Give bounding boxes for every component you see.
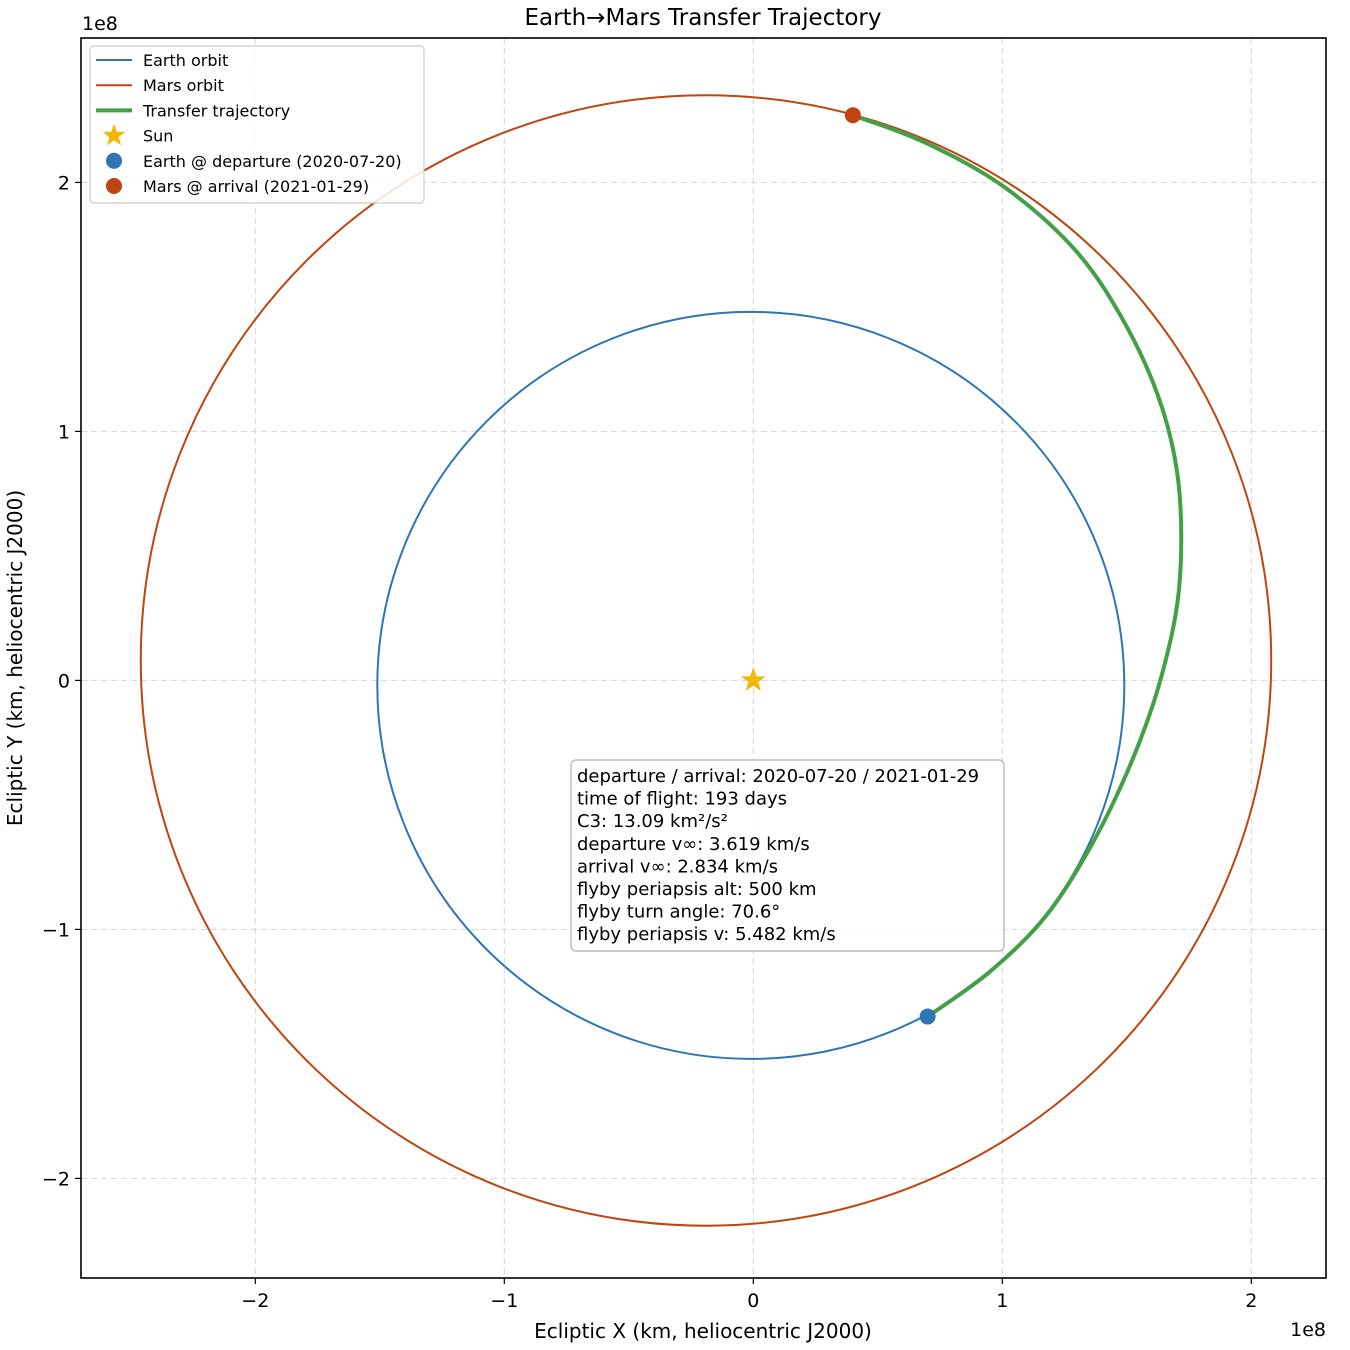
y-tick-label: 2: [58, 172, 70, 194]
info-line: C3: 13.09 km²/s²: [577, 811, 728, 832]
legend-earth-departure-2020-07-20-label: Earth @ departure (2020-07-20): [143, 152, 402, 171]
earth-orbit-line: [376, 310, 1126, 1060]
x-tick-label: 0: [747, 1290, 759, 1312]
legend-sun-label: Sun: [143, 127, 173, 146]
legend: Earth orbit Mars orbit Transfer trajectory…: [89, 45, 425, 204]
transfer-trajectory-line: [850, 113, 1184, 1019]
legend-transfer-trajectory-label: Transfer trajectory: [142, 101, 290, 120]
legend-mars-arrival-2021-01-29-label: Mars @ arrival (2021-01-29): [143, 177, 369, 196]
y-tick-label: 0: [58, 670, 70, 692]
x-offset-text: 1e8: [1290, 1319, 1326, 1341]
legend-sun-swatch: [102, 123, 126, 146]
legend-mars-arrival-2021-01-29-swatch: [106, 178, 122, 194]
info-box: departure / arrival: 2020-07-20 / 2021-0…: [570, 759, 1005, 952]
info-line: flyby turn angle: 70.6°: [577, 902, 780, 923]
info-line: departure v∞: 3.619 km/s: [577, 834, 810, 855]
mars-arrival-2021-01-29-marker: [844, 107, 861, 124]
mars-orbit-line: [139, 94, 1273, 1227]
info-line: arrival v∞: 2.834 km/s: [577, 856, 778, 877]
axis-ticks: −2 −1 0 1 2 −2 −1 0 1 2: [42, 172, 1257, 1312]
chart-title: Earth→Mars Transfer Trajectory: [525, 5, 882, 31]
earth-departure-2020-07-20-marker: [919, 1008, 936, 1025]
plot-frame: [80, 37, 1327, 1279]
x-axis-label: Ecliptic X (km, heliocentric J2000): [534, 1319, 872, 1343]
x-tick-label: −1: [490, 1290, 518, 1312]
info-line: departure / arrival: 2020-07-20 / 2021-0…: [577, 766, 979, 787]
legend-earth-departure-2020-07-20-swatch: [106, 152, 122, 169]
y-tick-label: −2: [42, 1168, 70, 1190]
info-line: time of flight: 193 days: [577, 789, 787, 810]
marker-layer: [740, 107, 936, 1025]
x-tick-label: 1: [996, 1290, 1008, 1312]
y-tick-label: −1: [42, 919, 70, 941]
x-tick-label: −2: [241, 1290, 269, 1312]
info-line: flyby periapsis alt: 500 km: [577, 879, 817, 900]
legend-earth-orbit-label: Earth orbit: [143, 51, 228, 70]
series-layer: [139, 94, 1273, 1227]
y-tick-label: 1: [58, 421, 70, 443]
info-box-frame: [570, 759, 1005, 952]
y-offset-text: 1e8: [82, 13, 118, 35]
y-axis-label: Ecliptic Y (km, heliocentric J2000): [3, 490, 27, 826]
sun-marker: [740, 667, 766, 691]
info-line: flyby periapsis v: 5.482 km/s: [577, 924, 836, 945]
legend-frame: [89, 45, 425, 204]
x-tick-label: 2: [1245, 1290, 1257, 1312]
legend-mars-orbit-label: Mars orbit: [143, 76, 224, 95]
